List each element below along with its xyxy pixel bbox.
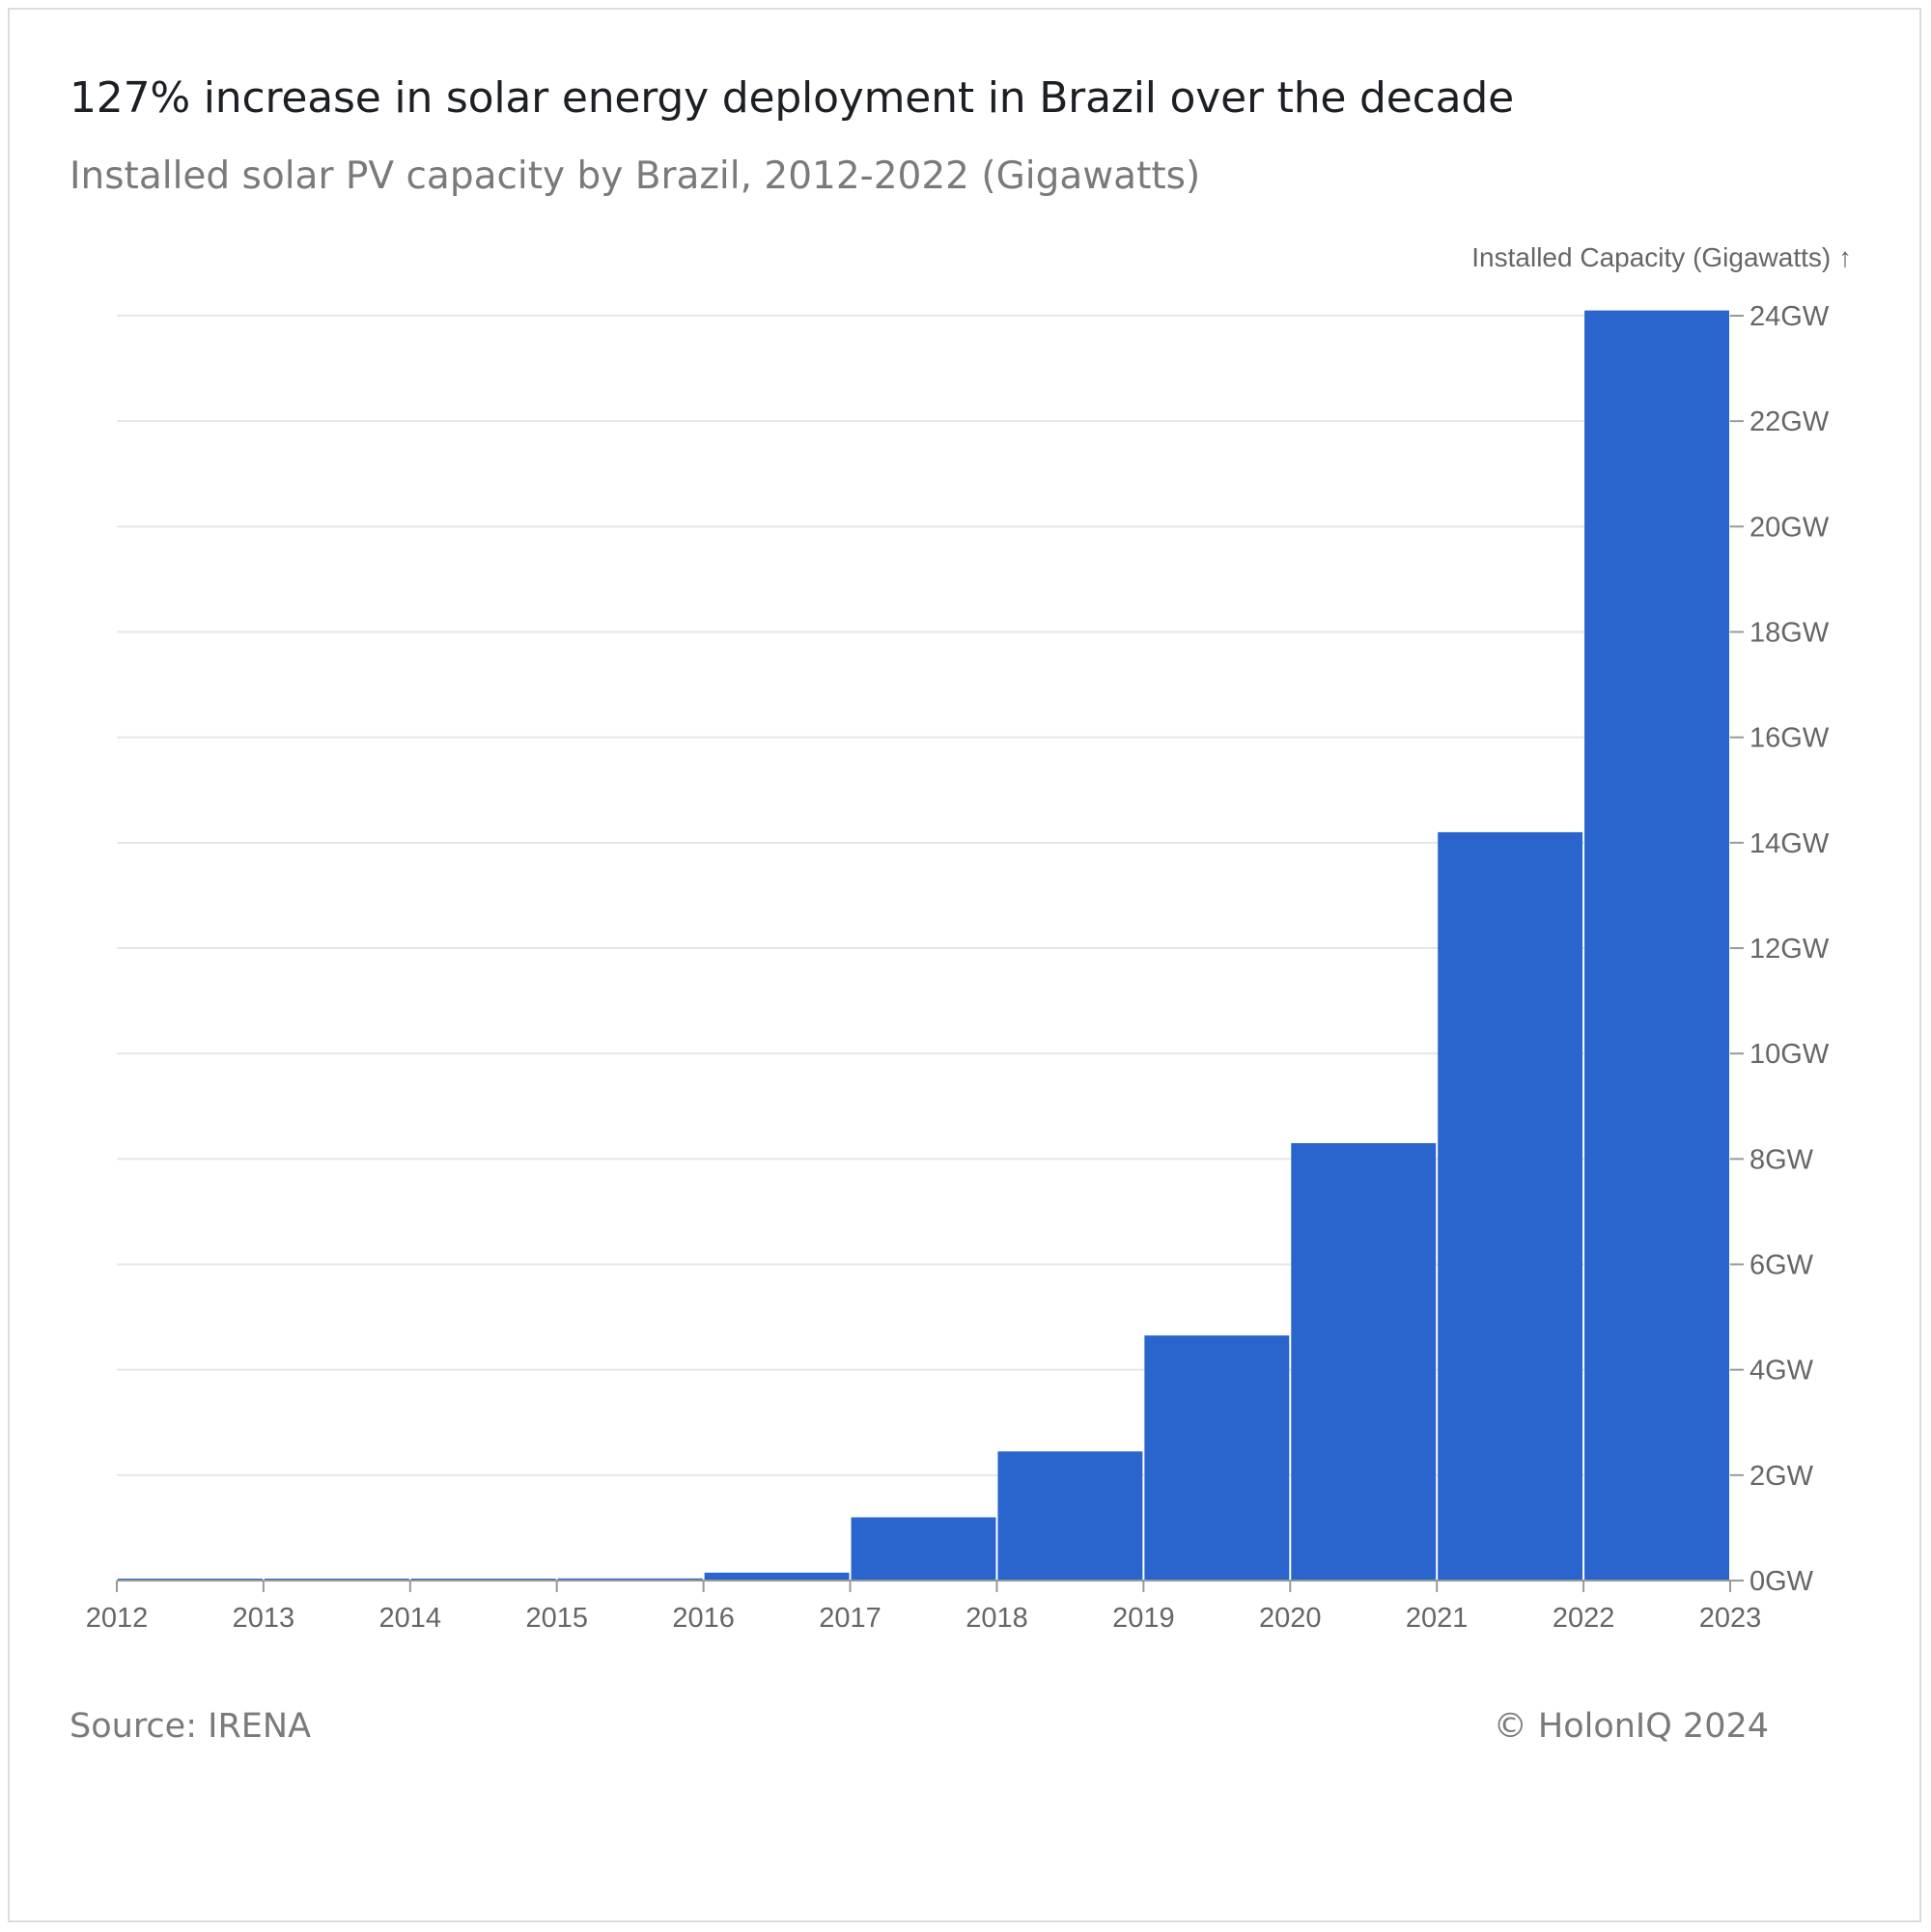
x-tick-label: 2013 [233, 1603, 295, 1634]
y-axis-title: Installed Capacity (Gigawatts) ↑ [1471, 242, 1852, 272]
bars [118, 310, 1729, 1582]
bar-2021 [1438, 831, 1583, 1581]
x-tick-label: 2015 [525, 1603, 588, 1634]
y-tick-label: 20GW [1749, 512, 1830, 543]
x-tick-label: 2021 [1406, 1603, 1469, 1634]
y-tick-label: 0GW [1749, 1566, 1814, 1597]
bar-2019 [1144, 1335, 1290, 1581]
y-tick-label: 18GW [1749, 618, 1830, 649]
bar-2022 [1584, 310, 1729, 1582]
x-tick-label: 2012 [86, 1603, 149, 1634]
axes: 0GW 2GW 4GW 6GW 8GW 10GW 12GW 14GW 16GW 18GW 20GW 2… [86, 301, 1830, 1634]
y-tick-label: 8GW [1749, 1144, 1814, 1175]
x-tick-label: 2017 [819, 1603, 882, 1634]
y-tick-label: 2GW [1749, 1461, 1814, 1492]
x-tick-label: 2019 [1112, 1603, 1175, 1634]
bar-2018 [997, 1451, 1143, 1581]
chart-subtitle: Installed solar PV capacity by Brazil, 2… [70, 154, 1201, 198]
copyright-note: © HolonIQ 2024 [1493, 1707, 1769, 1746]
y-tick-label: 10GW [1749, 1039, 1830, 1070]
chart-title: 127% increase in solar energy deployment… [70, 73, 1515, 123]
bar-2016 [704, 1572, 850, 1581]
y-tick-label: 4GW [1749, 1356, 1814, 1386]
y-tick-label: 14GW [1749, 828, 1830, 859]
y-tick-label: 12GW [1749, 934, 1830, 965]
y-tick-label: 6GW [1749, 1250, 1814, 1281]
y-tick-label: 24GW [1749, 301, 1830, 332]
x-tick-label: 2023 [1699, 1603, 1762, 1634]
y-tick-label: 16GW [1749, 723, 1830, 754]
x-tick-label: 2020 [1259, 1603, 1322, 1634]
source-note: Source: IRENA [70, 1707, 312, 1746]
x-tick-label: 2018 [966, 1603, 1028, 1634]
y-tick-label: 22GW [1749, 406, 1830, 437]
x-tick-label: 2016 [672, 1603, 735, 1634]
x-tick-label: 2014 [379, 1603, 442, 1634]
bar-2017 [851, 1517, 996, 1581]
x-tick-label: 2022 [1553, 1603, 1615, 1634]
bar-2020 [1291, 1142, 1437, 1581]
bar-2015 [557, 1578, 703, 1581]
